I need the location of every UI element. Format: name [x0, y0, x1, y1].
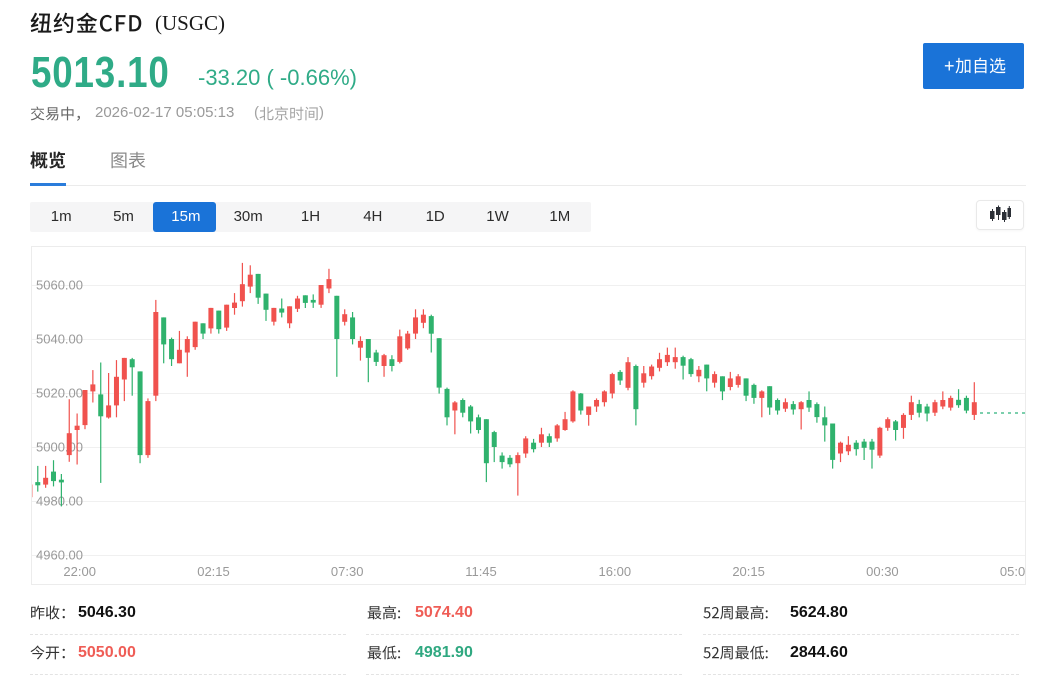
svg-text:16:00: 16:00	[599, 564, 632, 579]
svg-text:5060.00: 5060.00	[36, 278, 83, 293]
svg-text:02:15: 02:15	[197, 564, 230, 579]
svg-text:20:15: 20:15	[732, 564, 765, 579]
svg-text:5040.00: 5040.00	[36, 332, 83, 347]
svg-text:5020.00: 5020.00	[36, 386, 83, 401]
svg-text:4960.00: 4960.00	[36, 548, 83, 563]
svg-text:11:45: 11:45	[465, 564, 497, 579]
svg-text:22:00: 22:00	[63, 564, 96, 579]
svg-text:5000.00: 5000.00	[36, 440, 83, 455]
svg-text:07:30: 07:30	[331, 564, 364, 579]
svg-text:05:00: 05:00	[1000, 564, 1025, 579]
svg-text:4980.00: 4980.00	[36, 494, 83, 509]
svg-text:00:30: 00:30	[866, 564, 899, 579]
